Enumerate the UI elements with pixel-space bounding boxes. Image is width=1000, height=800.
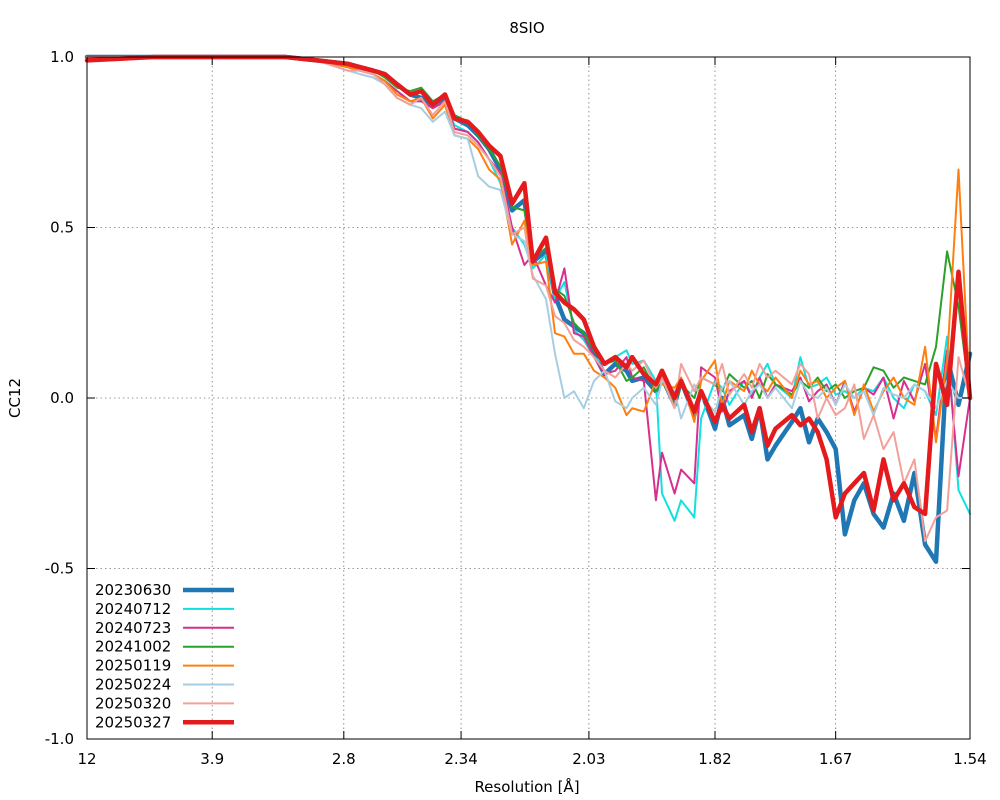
grid	[87, 57, 970, 739]
legend-label-20230630: 20230630	[95, 581, 171, 599]
legend-label-20250320: 20250320	[95, 694, 171, 712]
legend-label-20240712: 20240712	[95, 600, 171, 618]
legend-label-20250119: 20250119	[95, 657, 171, 675]
ticks: 12 3.9 2.8 2.34 2.03 1.82 1.67 1.54 1.0 0.5 0.0 -0.…	[45, 48, 987, 768]
y-tick-label: 0.0	[50, 389, 74, 407]
legend-label-20240723: 20240723	[95, 619, 171, 637]
legend-label-20250327: 20250327	[95, 713, 171, 731]
series-line-20250327	[84, 54, 973, 520]
x-tick-label: 3.9	[200, 750, 224, 768]
y-tick-label: -1.0	[45, 730, 74, 748]
x-tick-label: 2.03	[572, 750, 605, 768]
x-axis-label: Resolution [Å]	[474, 777, 579, 796]
x-tick-label: 1.54	[953, 750, 986, 768]
x-tick-label: 12	[77, 750, 96, 768]
x-tick-label: 2.8	[332, 750, 356, 768]
x-tick-label: 1.82	[698, 750, 731, 768]
x-tick-label: 1.67	[819, 750, 852, 768]
legend-label-20250224: 20250224	[95, 676, 171, 694]
y-axis-label: CC12	[6, 378, 24, 418]
legend: 2023063020240712202407232024100220250119…	[95, 581, 234, 731]
y-tick-label: -0.5	[45, 560, 74, 578]
y-tick-label: 1.0	[50, 48, 74, 66]
y-tick-label: 0.5	[50, 219, 74, 237]
chart-title: 8SIO	[509, 19, 544, 37]
series-line-20250119	[86, 56, 971, 444]
x-tick-label: 2.34	[444, 750, 477, 768]
series-lines	[84, 54, 973, 564]
legend-label-20241002: 20241002	[95, 638, 171, 656]
